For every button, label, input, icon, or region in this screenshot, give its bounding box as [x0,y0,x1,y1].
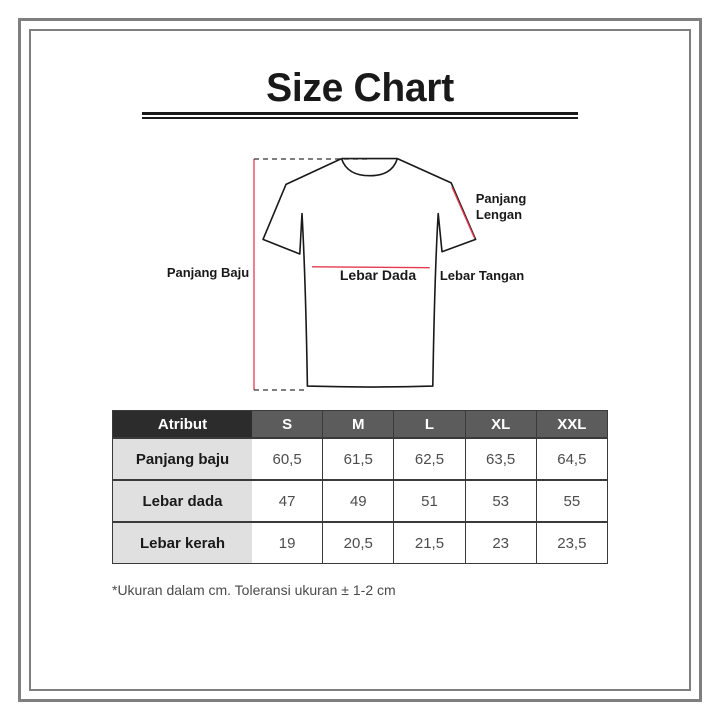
svg-text:Panjang Baju: Panjang Baju [167,265,249,280]
svg-text:Lebar Tangan: Lebar Tangan [440,268,524,283]
svg-text:Lebar Dada: Lebar Dada [340,267,416,283]
svg-text:Lengan: Lengan [476,207,522,222]
svg-text:Panjang: Panjang [476,191,527,206]
